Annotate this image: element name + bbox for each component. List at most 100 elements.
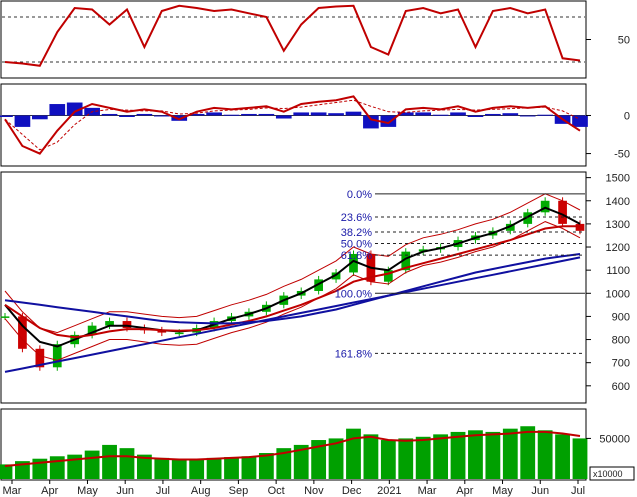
macd-histogram-bar [66,102,83,116]
volume-bar [328,438,344,479]
volume-bar [189,458,205,479]
macd-histogram-bar [49,104,66,116]
macd-histogram-bar [467,115,484,117]
macd-histogram-bar [502,113,519,116]
volume-bar [224,457,239,479]
price-candle [87,325,97,335]
price-tick-label: 800 [612,335,630,347]
x-axis-tick-label: Sep [229,485,249,497]
volume-bar [154,457,170,479]
macd-histogram-bar [241,113,257,116]
price-tick-label: 1400 [606,196,630,208]
volume-panel: 50000 x10000 [0,408,635,481]
fibonacci-label: 38.2% [341,227,372,239]
macd-histogram-bar [537,114,553,116]
macd-histogram-bar [397,112,414,116]
price-candle [157,330,167,333]
fibonacci-label: 23.6% [341,212,372,224]
price-tick-label: 600 [612,381,630,393]
x-axis-tick-label: Jul [156,485,170,497]
volume-bar [555,434,570,479]
x-axis-tick-label: Apr [41,485,58,497]
macd-histogram-bar [136,113,153,116]
macd-signal-line [4,99,581,151]
macd-histogram-bar [293,112,310,116]
macd-histogram-bar [328,113,344,116]
volume-bar [450,431,466,479]
volume-bar [346,428,361,479]
volume-bar [102,444,117,479]
fibonacci-label: 61.8% [341,250,372,262]
price-candle [122,321,132,328]
price-candle [174,332,184,335]
macd-histogram-bar [153,115,170,117]
macd-histogram-bar [119,115,135,117]
macd-histogram-bar [0,115,13,117]
price-tick-label: 1500 [606,173,630,185]
macd-histogram-bar [101,113,118,116]
volume-bar [276,448,292,479]
macd-tick-label: -50 [614,149,630,161]
macd-histogram-bar [485,113,501,116]
x-axis-tick-label: Mar [3,485,22,497]
macd-histogram-bar [363,115,379,129]
volume-y-ticks: 50000 [586,433,630,445]
x-axis-tick-label: Jul [571,485,585,497]
stochastic-y-ticks: 50 [586,35,630,47]
volume-bar [136,454,152,479]
macd-histogram-bar [14,115,31,127]
price-candle [18,316,27,349]
price-lines [4,193,581,373]
volume-bar [0,464,13,479]
macd-histogram-bar [310,112,327,116]
x-axis-tick-label: Nov [304,485,324,497]
x-axis-tick-label: Jun [531,485,549,497]
macd-histogram-bar [415,112,432,116]
volume-tick-label: 50000 [599,433,630,445]
macd-histogram-bar [32,115,48,120]
volume-bar [171,459,187,479]
macd-histogram-bar [171,115,188,121]
volume-bar [433,434,449,479]
x-axis-tick-label: Mar [418,485,437,497]
bollinger-lower-band [4,221,581,361]
volume-unit-label: x10000 [593,469,623,479]
volume-bar [572,438,588,479]
price-candle [558,200,567,224]
x-axis-tick-label: 2021 [377,485,401,497]
price-candle [505,223,515,231]
price-candle [105,321,114,326]
fibonacci-label: 0.0% [347,189,372,201]
macd-y-ticks: 0 -50 [586,110,630,161]
volume-bar [520,426,536,479]
volume-bar [311,440,327,479]
price-frame [0,171,587,404]
price-candle [401,251,411,271]
macd-lines [4,95,581,155]
price-tick-label: 1000 [606,288,630,300]
macd-histogram-bar [345,111,362,116]
x-axis-tick-label: May [492,485,513,497]
macd-histogram-bar [275,115,292,119]
volume-bar [398,438,414,479]
stochastic-lines [4,4,581,67]
price-candle [575,223,585,231]
volume-ma-line [4,430,581,467]
macd-histogram-bar [258,113,275,116]
stochastic-tick-label: 50 [618,35,630,47]
fibonacci-label: 50.0% [341,239,372,251]
price-tick-label: 700 [612,358,630,370]
x-axis-tick-label: Jun [116,485,134,497]
price-candle [349,253,358,273]
volume-bar [258,453,274,479]
x-axis: Mar Apr May Jun Jul Aug Sep Oct Nov Dec 2021 Mar Apr… [3,480,585,497]
macd-histogram-bar [572,115,588,127]
macd-histogram-bar [380,115,397,127]
macd-histogram-bar [223,114,240,116]
fibonacci-label: 100.0% [335,288,373,300]
price-ma50-line [4,225,580,339]
macd-histogram-bar [450,112,466,116]
volume-bar [119,448,135,479]
